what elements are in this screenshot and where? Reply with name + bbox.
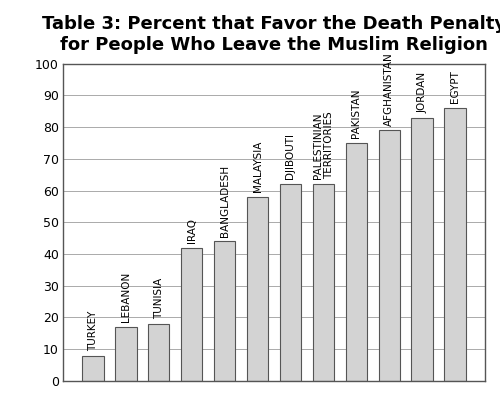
Bar [82, 355, 104, 381]
Text: AFGHANISTAN: AFGHANISTAN [384, 52, 394, 126]
Bar [444, 108, 466, 381]
Bar [247, 197, 268, 381]
Text: IRAQ: IRAQ [186, 218, 196, 243]
Bar [181, 248, 203, 381]
Bar [280, 184, 301, 381]
Text: TURKEY: TURKEY [88, 310, 98, 351]
Text: BANGLADESH: BANGLADESH [220, 164, 230, 237]
Text: PAKISTAN: PAKISTAN [352, 89, 362, 138]
Text: MALAYSIA: MALAYSIA [252, 141, 262, 192]
Bar [148, 324, 170, 381]
Bar [214, 242, 236, 381]
Bar [346, 143, 367, 381]
Text: PALESTINIAN
TERRITORIES: PALESTINIAN TERRITORIES [313, 112, 334, 180]
Text: TUNISIA: TUNISIA [154, 278, 164, 319]
Bar [312, 184, 334, 381]
Bar [115, 327, 136, 381]
Text: DJIBOUTI: DJIBOUTI [286, 133, 296, 180]
Bar [378, 130, 400, 381]
Title: Table 3: Percent that Favor the Death Penalty
for People Who Leave the Muslim Re: Table 3: Percent that Favor the Death Pe… [42, 15, 500, 54]
Text: EGYPT: EGYPT [450, 71, 460, 103]
Text: JORDAN: JORDAN [417, 72, 427, 113]
Text: LEBANON: LEBANON [121, 272, 131, 322]
Bar [412, 118, 433, 381]
